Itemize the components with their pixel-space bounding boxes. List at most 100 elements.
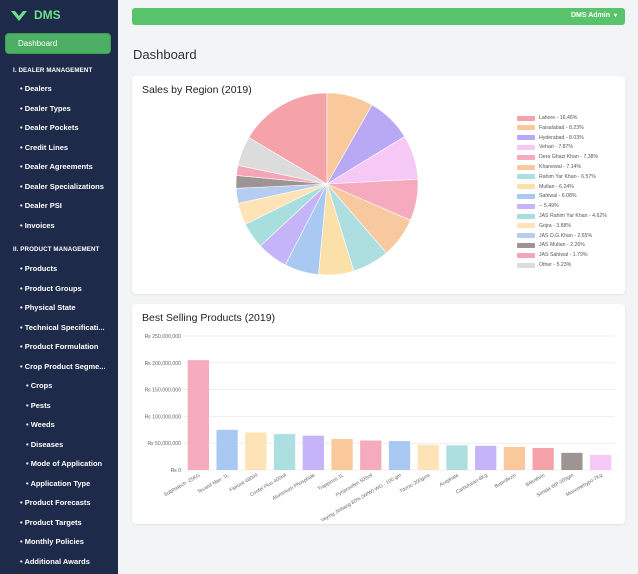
bullet-icon: • (26, 459, 31, 468)
sidebar-item-label: Dealer Pockets (24, 123, 79, 132)
top-bar: DMS Admin ▾ (132, 8, 625, 25)
bar[interactable] (216, 429, 238, 470)
sidebar-item-dealer-agreements[interactable]: • Dealer Agreements (20, 162, 118, 171)
sidebar-item-monthly-policies[interactable]: • Monthly Policies (20, 537, 118, 546)
sidebar-item-label: Credit Lines (24, 142, 69, 152)
bar[interactable] (360, 440, 382, 470)
sidebar-item-crop-product-segme[interactable]: • Crop Product Segme... (20, 362, 118, 371)
sidebar-item-dealer-pockets[interactable]: • Dealer Pockets (20, 123, 118, 132)
legend-item[interactable]: Faisalabad - 8.23% (517, 125, 584, 131)
bar[interactable] (446, 445, 468, 470)
legend-item[interactable]: JAS Rahim Yar Khan - 4.62% (517, 213, 607, 219)
bar[interactable] (187, 360, 209, 470)
bar[interactable] (302, 435, 324, 470)
legend-item[interactable]: JAS Sahiwal - 1.79% (517, 252, 587, 258)
legend-item[interactable]: Gojra - 3.88% (517, 223, 571, 229)
sidebar-item-product-targets[interactable]: • Product Targets (20, 518, 118, 527)
sidebar-item-label: Diseases (30, 439, 64, 449)
bullet-icon: • (20, 361, 25, 371)
sidebar-item-product-formulation[interactable]: • Product Formulation (20, 342, 118, 351)
bullet-icon: • (26, 400, 31, 410)
bar[interactable] (532, 448, 554, 470)
legend-item[interactable]: JAS D.G.Khan - 2.65% (517, 233, 592, 239)
bar[interactable] (561, 452, 583, 470)
bar[interactable] (590, 454, 612, 470)
sidebar-item-products[interactable]: • Products (20, 264, 118, 273)
sidebar-item-dealers[interactable]: • Dealers (20, 84, 118, 93)
sidebar-item-dealer-types[interactable]: • Dealer Types (20, 104, 118, 113)
bullet-icon: • (20, 264, 25, 273)
bullet-icon: • (20, 142, 25, 152)
legend-swatch (517, 164, 535, 170)
x-tick-label: Buprofezin (494, 472, 518, 489)
sidebar-item-label: Crop Product Segme... (24, 361, 106, 371)
sidebar-item-crops[interactable]: • Crops (26, 381, 118, 390)
sidebar-item-pests[interactable]: • Pests (26, 401, 118, 410)
sidebar-item-dealer-psi[interactable]: • Dealer PSI (20, 201, 118, 210)
legend-item[interactable]: Multan - 6.24% (517, 184, 574, 190)
best-selling-products-card: Best Selling Products (2019) ₨ 0 ₨ 50,000… (132, 304, 625, 524)
y-tick-label: ₨ 150,000,000 (145, 388, 181, 394)
sidebar-item-technical-specificati[interactable]: • Technical Specificati... (20, 323, 118, 332)
sidebar-item-invoices[interactable]: • Invoices (20, 221, 118, 230)
x-tick-label: Bifenthrin (525, 472, 546, 488)
legend-label: JAS Rahim Yar Khan - 4.62% (539, 213, 607, 219)
bullet-icon: • (20, 556, 25, 566)
brand[interactable]: DMS (10, 8, 61, 22)
sidebar-item-label: Dealer Types (24, 103, 71, 113)
x-tick-label: Sulphatech -25KG (163, 472, 201, 498)
bullet-icon: • (26, 381, 31, 390)
bar[interactable] (273, 434, 296, 470)
brand-name: DMS (34, 8, 61, 22)
bar[interactable] (388, 441, 411, 470)
legend-item[interactable]: Sahiwal - 6.08% (517, 193, 577, 199)
pie-slice[interactable] (237, 137, 328, 185)
bar[interactable] (475, 445, 497, 470)
sidebar-item-mode-of-application[interactable]: • Mode of Application (26, 459, 118, 468)
legend-item[interactable]: Rahim Yar Khan - 6.57% (517, 174, 596, 180)
x-tick-label: Tecanil Max- 1L (197, 472, 231, 495)
sidebar-item-diseases[interactable]: • Diseases (26, 440, 118, 449)
legend-swatch (517, 135, 535, 141)
sidebar-item-credit-lines[interactable]: • Credit Lines (20, 143, 118, 152)
sidebar-item-additional-awards[interactable]: • Additional Awards (20, 557, 118, 566)
legend-item[interactable]: Hyderabad - 8.03% (517, 135, 584, 141)
sidebar-item-dashboard[interactable]: Dashboard (6, 34, 110, 53)
sidebar-item-product-forecasts[interactable]: • Product Forecasts (20, 498, 118, 507)
x-tick-label: Acephate (439, 472, 460, 488)
bar-chart: ₨ 0 ₨ 50,000,000 ₨ 100,000,000 ₨ 150,000,00… (145, 334, 615, 524)
legend-item[interactable]: Dera Ghazi Khan - 7.38% (517, 154, 598, 160)
legend-label: Sahiwal - 6.08% (539, 193, 577, 200)
bar[interactable] (245, 432, 267, 470)
legend-item[interactable]: Other - 5.23% (517, 262, 571, 268)
sidebar-item-product-groups[interactable]: • Product Groups (20, 284, 118, 293)
legend-item[interactable]: Khanewal - 7.14% (517, 164, 581, 170)
sidebar-item-label: Physical State (24, 303, 76, 312)
legend-swatch (517, 125, 535, 131)
sidebar-item-label: Mode of Application (30, 459, 103, 468)
bullet-icon: • (20, 181, 25, 191)
user-menu-button[interactable]: DMS Admin ▾ (571, 12, 617, 19)
pie-slice[interactable] (248, 92, 328, 185)
legend-item[interactable]: Lahore - 16.46% (517, 115, 577, 121)
sidebar-item-weeds[interactable]: • Weeds (26, 420, 118, 429)
legend-item[interactable]: -- 5.49% (517, 203, 559, 209)
sidebar-item-dealer-specializations[interactable]: • Dealer Specializations (20, 182, 118, 191)
y-tick-label: ₨ 100,000,000 (145, 414, 181, 420)
legend-item[interactable]: Vehari - 7.87% (517, 144, 573, 150)
x-tick-label: Carbofuran-8Kg (455, 472, 489, 495)
legend-swatch (517, 174, 535, 180)
sidebar-item-application-type[interactable]: • Application Type (26, 479, 118, 488)
bar[interactable] (417, 444, 439, 470)
bar[interactable] (331, 438, 353, 470)
sidebar-item-label: Product Targets (24, 517, 82, 527)
sidebar-item-label: Monthly Policies (24, 537, 84, 546)
legend-label: Other - 5.23% (539, 262, 572, 268)
sidebar-item-physical-state[interactable]: • Physical State (20, 303, 118, 312)
legend-item[interactable]: JAS Multan - 2.26% (517, 242, 585, 248)
pie-chart-title: Sales by Region (2019) (142, 84, 252, 96)
legend-label: Multan - 6.24% (539, 183, 574, 190)
bar[interactable] (503, 446, 526, 470)
legend-swatch (517, 193, 535, 199)
user-name: DMS Admin (570, 12, 610, 19)
